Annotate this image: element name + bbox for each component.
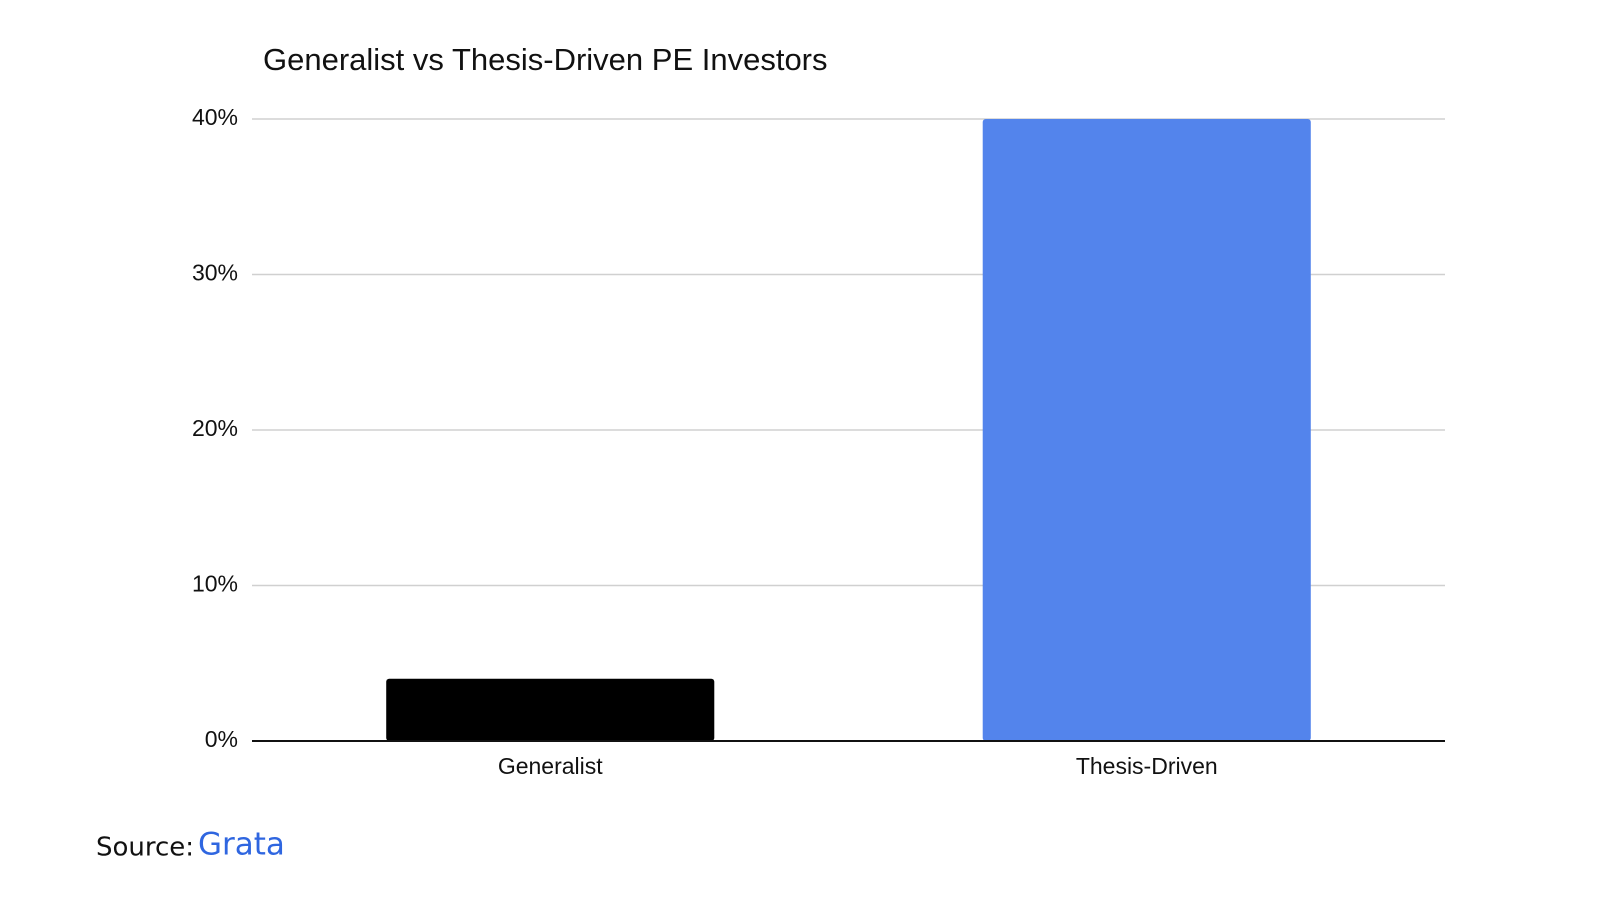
x-tick-label: Generalist: [498, 753, 603, 779]
chart-title: Generalist vs Thesis-Driven PE Investors: [263, 42, 828, 77]
y-tick-label: 40%: [192, 104, 238, 130]
y-tick-label: 30%: [192, 260, 238, 286]
bar: [982, 119, 1311, 741]
bar: [386, 678, 715, 741]
y-tick-label: 10%: [192, 571, 238, 597]
x-tick-label: Thesis-Driven: [1076, 753, 1218, 779]
source-link[interactable]: Grata: [198, 827, 285, 863]
source-label: Source:: [96, 833, 194, 863]
y-tick-label: 0%: [205, 726, 238, 752]
y-tick-label: 20%: [192, 415, 238, 441]
